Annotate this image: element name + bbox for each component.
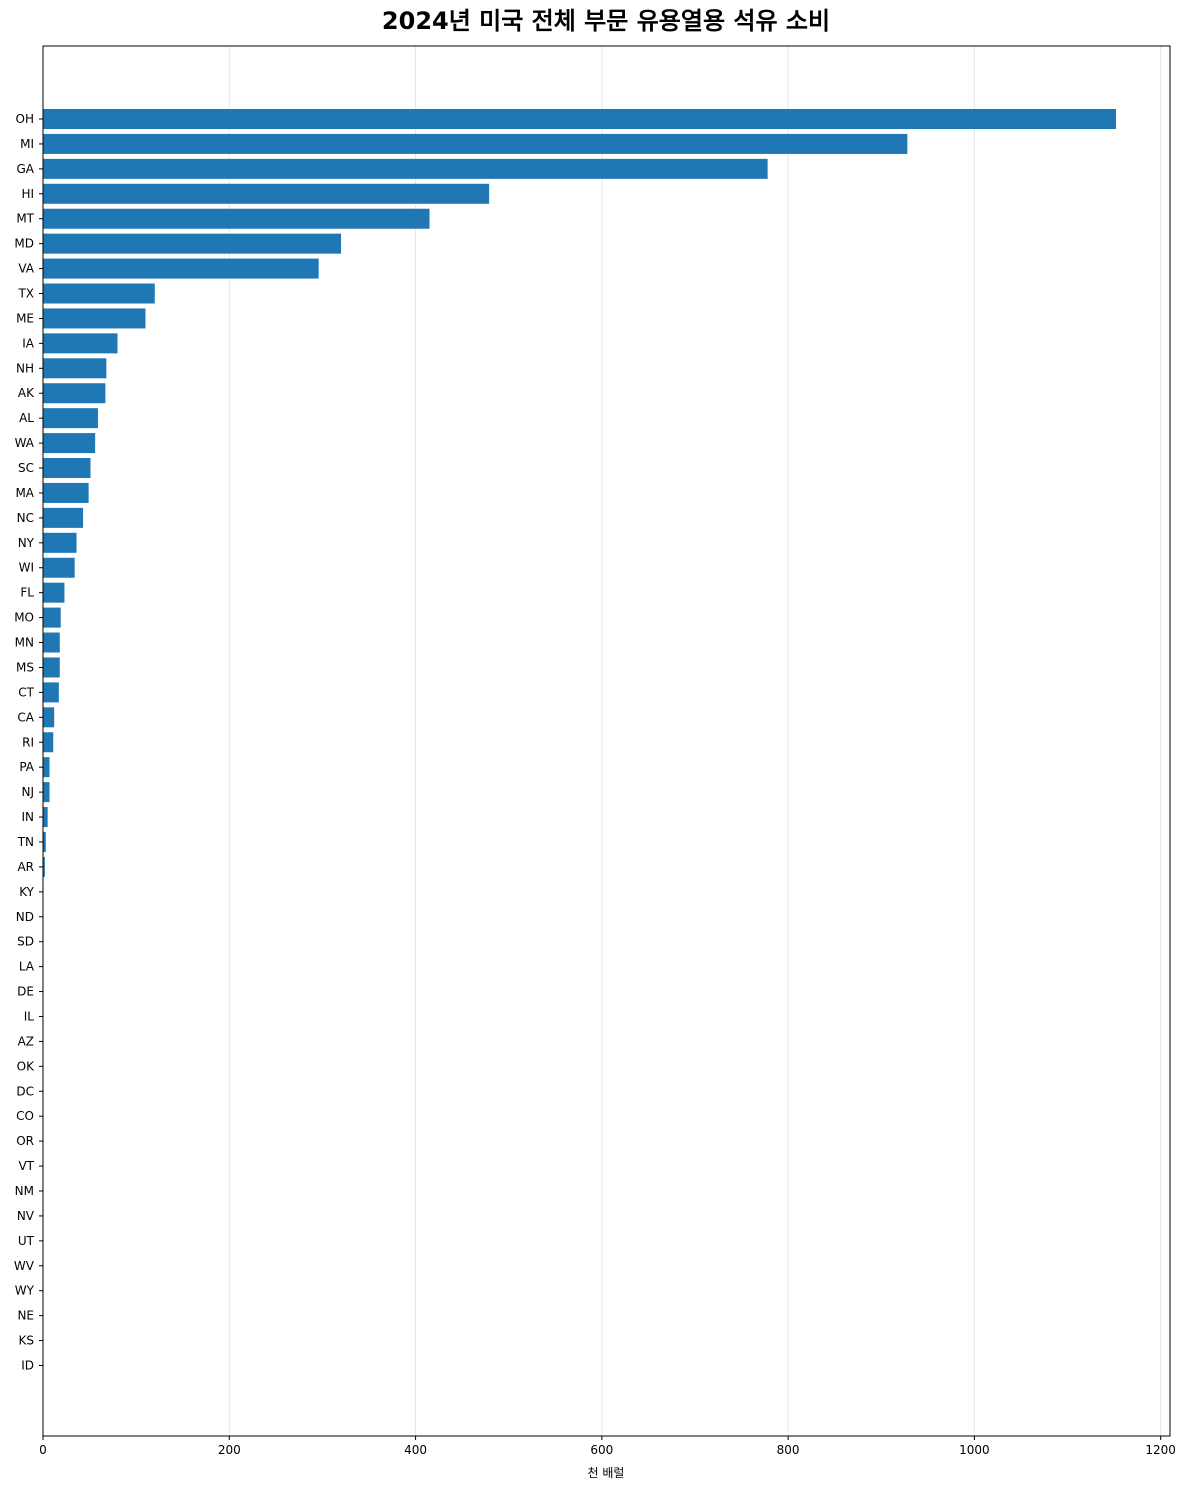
y-tick-label-WV: WV: [14, 1259, 35, 1273]
y-tick-label-NV: NV: [17, 1209, 35, 1223]
bar-IN: [43, 807, 48, 828]
bar-AR: [43, 856, 45, 877]
bar-PA: [43, 757, 50, 778]
bar-FL: [43, 582, 65, 603]
gridlines: [42, 46, 1162, 1436]
y-tick-label-TX: TX: [17, 287, 34, 301]
bar-MS: [43, 657, 60, 678]
bar-SC: [43, 458, 91, 479]
y-tick-label-VA: VA: [18, 262, 34, 276]
y-tick-label-LA: LA: [19, 960, 35, 974]
y-tick-label-IN: IN: [21, 810, 34, 824]
bar-MI: [43, 133, 908, 154]
y-tick-label-DC: DC: [16, 1084, 34, 1098]
chart-title: 2024년 미국 전체 부문 유용열용 석유 소비: [381, 7, 831, 35]
y-tick-label-MO: MO: [14, 611, 34, 625]
bar-ME: [43, 308, 146, 329]
x-tick-label: 0: [39, 1443, 47, 1457]
bar-WA: [43, 433, 96, 454]
y-tick-label-SD: SD: [17, 935, 34, 949]
x-tick-label: 400: [404, 1443, 427, 1457]
bar-WI: [43, 557, 75, 578]
x-tick-label: 600: [590, 1443, 613, 1457]
y-tick-label-AZ: AZ: [18, 1034, 34, 1048]
y-axis-ticks: OH MI GA HI MT MD VA TX ME IA NH AK AL WA SC MA NC NY WI FL…: [14, 112, 43, 1373]
y-tick-label-AL: AL: [19, 411, 34, 425]
bar-MD: [43, 233, 342, 254]
y-tick-label-MT: MT: [16, 212, 34, 226]
bar-AK: [43, 383, 106, 404]
bar-CA: [43, 707, 55, 728]
y-tick-label-RI: RI: [22, 735, 34, 749]
y-tick-label-IA: IA: [22, 336, 35, 350]
y-tick-label-OH: OH: [16, 112, 34, 126]
bar-NJ: [43, 782, 50, 803]
bar-HI: [43, 183, 490, 204]
bar-TX: [43, 283, 155, 304]
y-tick-label-NY: NY: [18, 536, 35, 550]
bar-VA: [43, 258, 319, 279]
y-tick-label-AK: AK: [18, 386, 35, 400]
bar-TN: [43, 831, 46, 852]
y-tick-label-ID: ID: [21, 1359, 34, 1373]
x-tick-label: 1000: [959, 1443, 990, 1457]
y-tick-label-FL: FL: [20, 586, 34, 600]
bar-NH: [43, 358, 107, 379]
y-tick-label-MD: MD: [14, 237, 34, 251]
bar-CT: [43, 682, 59, 703]
y-tick-label-SC: SC: [18, 461, 34, 475]
y-tick-label-PA: PA: [19, 760, 34, 774]
y-tick-label-AR: AR: [17, 860, 34, 874]
y-tick-label-ND: ND: [16, 910, 34, 924]
y-tick-label-WI: WI: [19, 561, 34, 575]
y-tick-label-MN: MN: [15, 636, 34, 650]
y-tick-label-UT: UT: [18, 1234, 35, 1248]
y-tick-label-KS: KS: [19, 1334, 35, 1348]
y-tick-label-CA: CA: [17, 710, 34, 724]
bar-NY: [43, 532, 77, 553]
x-axis-ticks: 0 200 400 600 800 1000 1200: [39, 1436, 1176, 1457]
x-tick-label: 800: [777, 1443, 800, 1457]
bar-AL: [43, 408, 98, 429]
bars: [43, 109, 1116, 1376]
y-tick-label-GA: GA: [16, 162, 34, 176]
y-tick-label-MS: MS: [16, 660, 34, 674]
y-tick-label-MI: MI: [20, 137, 34, 151]
y-tick-label-CO: CO: [16, 1109, 34, 1123]
y-tick-label-VT: VT: [18, 1159, 34, 1173]
y-tick-label-ME: ME: [16, 311, 34, 325]
y-tick-label-WY: WY: [15, 1284, 35, 1298]
y-tick-label-OR: OR: [16, 1134, 34, 1148]
bar-MT: [43, 208, 430, 229]
bar-GA: [43, 158, 768, 179]
y-tick-label-DE: DE: [17, 985, 34, 999]
x-tick-label: 1200: [1145, 1443, 1176, 1457]
y-tick-label-HI: HI: [21, 187, 34, 201]
y-tick-label-TN: TN: [17, 835, 34, 849]
y-tick-label-IL: IL: [24, 1009, 35, 1023]
bar-IA: [43, 333, 118, 354]
y-tick-label-CT: CT: [18, 685, 34, 699]
y-tick-label-NH: NH: [16, 361, 34, 375]
x-axis-label: 천 배럴: [588, 1465, 625, 1480]
x-tick-label: 200: [218, 1443, 241, 1457]
bar-NC: [43, 507, 84, 528]
y-tick-label-NM: NM: [15, 1184, 34, 1198]
bar-MA: [43, 482, 89, 503]
bar-OH: [43, 109, 1116, 129]
y-tick-label-MA: MA: [15, 486, 34, 500]
bar-MN: [43, 632, 60, 653]
y-tick-label-KY: KY: [19, 885, 34, 899]
bar-RI: [43, 732, 54, 753]
y-tick-label-NJ: NJ: [21, 785, 34, 799]
plot-frame: [42, 45, 1171, 1437]
y-tick-label-WA: WA: [15, 436, 35, 450]
y-tick-label-OK: OK: [17, 1059, 35, 1073]
y-tick-label-NE: NE: [17, 1309, 34, 1323]
y-tick-label-NC: NC: [17, 511, 34, 525]
bar-MO: [43, 607, 61, 628]
